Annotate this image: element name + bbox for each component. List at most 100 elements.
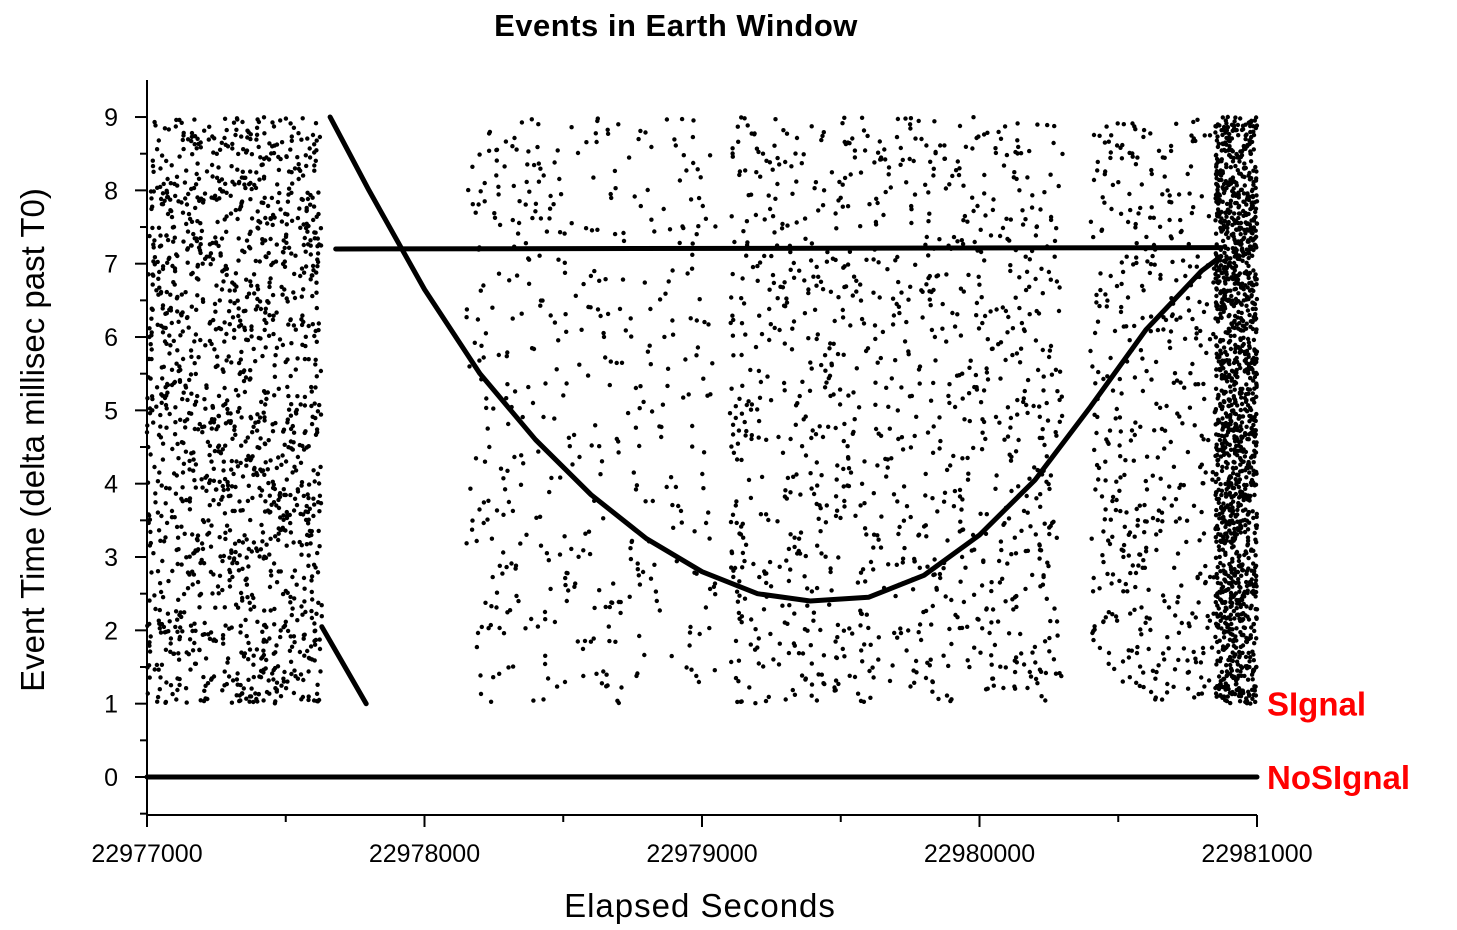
data-point <box>276 497 281 503</box>
data-point <box>1216 625 1221 630</box>
data-point <box>1247 413 1252 419</box>
data-point <box>160 330 166 335</box>
data-point <box>741 301 747 306</box>
data-point <box>783 488 788 493</box>
data-point <box>249 152 255 157</box>
data-point <box>695 167 700 172</box>
data-point <box>1238 522 1243 528</box>
data-point <box>177 612 182 618</box>
data-point <box>175 687 180 693</box>
data-point <box>1060 151 1065 157</box>
data-point <box>1187 191 1192 196</box>
data-point <box>609 600 614 605</box>
data-point <box>537 253 542 258</box>
data-point <box>1238 232 1243 237</box>
data-point <box>1227 153 1232 158</box>
data-point <box>1168 148 1174 154</box>
data-point <box>170 568 175 574</box>
data-point <box>222 320 227 325</box>
data-point <box>842 498 847 504</box>
data-point <box>1219 148 1224 153</box>
data-point <box>746 399 751 404</box>
data-point <box>1251 515 1256 521</box>
data-point <box>932 119 937 124</box>
data-point <box>1177 414 1182 419</box>
data-point <box>1224 272 1229 277</box>
data-point <box>315 409 321 414</box>
data-point <box>987 630 992 636</box>
data-point <box>245 135 250 140</box>
data-point <box>168 308 174 313</box>
data-point <box>548 586 553 592</box>
data-point <box>983 436 988 442</box>
data-point <box>149 316 154 321</box>
data-point <box>195 161 200 166</box>
data-point <box>997 580 1003 585</box>
data-point <box>1117 443 1122 448</box>
data-point <box>211 150 216 155</box>
data-point <box>1117 488 1122 493</box>
data-point <box>1226 615 1231 620</box>
data-point <box>1246 555 1251 561</box>
data-point <box>873 219 879 225</box>
data-point <box>1251 658 1257 663</box>
data-point <box>943 594 948 599</box>
data-point <box>542 609 548 615</box>
data-point <box>633 425 639 430</box>
data-point <box>670 268 675 273</box>
data-point <box>272 622 277 627</box>
data-point <box>812 186 817 191</box>
data-point <box>309 608 314 614</box>
data-point <box>846 393 851 398</box>
data-point <box>1194 331 1199 336</box>
data-point <box>813 432 819 437</box>
data-point <box>200 261 205 266</box>
data-point <box>1116 180 1121 185</box>
data-point <box>229 467 234 472</box>
data-point <box>147 598 152 603</box>
data-point <box>544 551 550 556</box>
data-point <box>298 460 304 465</box>
data-point <box>1250 391 1256 396</box>
data-point <box>941 566 946 571</box>
data-point <box>1008 458 1014 463</box>
data-point <box>745 240 750 245</box>
data-point <box>1204 350 1209 356</box>
data-point <box>289 402 294 407</box>
data-point <box>291 508 297 513</box>
data-point <box>470 518 475 523</box>
data-point <box>197 593 202 598</box>
data-point <box>1217 123 1222 128</box>
data-point <box>831 341 836 346</box>
data-point <box>1218 581 1224 586</box>
data-point <box>1028 674 1034 679</box>
data-point <box>1148 689 1154 695</box>
data-point <box>763 512 769 517</box>
data-point <box>689 667 694 672</box>
data-point <box>819 672 824 677</box>
data-point <box>908 684 913 689</box>
data-point <box>1133 127 1138 132</box>
data-point <box>262 418 267 423</box>
data-point <box>1214 432 1219 437</box>
data-point <box>1008 425 1013 430</box>
data-point <box>871 545 876 550</box>
data-point <box>886 562 891 567</box>
data-point <box>263 306 268 311</box>
data-point <box>597 444 602 449</box>
data-point <box>163 535 168 540</box>
data-point <box>818 279 824 284</box>
data-point <box>479 624 484 630</box>
data-point <box>482 459 488 464</box>
data-point <box>755 645 760 650</box>
data-point <box>946 663 951 669</box>
data-point <box>259 200 264 205</box>
data-point <box>180 485 185 490</box>
data-point <box>295 356 300 361</box>
data-point <box>149 570 154 575</box>
data-point <box>858 623 863 628</box>
data-point <box>157 687 162 692</box>
data-point <box>803 677 808 682</box>
data-point <box>1238 644 1244 650</box>
data-point <box>1232 349 1238 355</box>
